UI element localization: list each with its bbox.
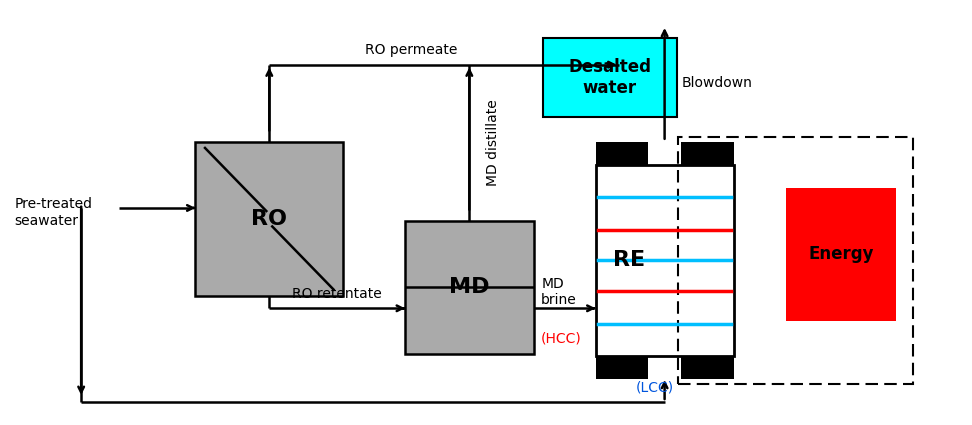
Bar [678,137,913,384]
Bar [195,142,343,296]
Bar [543,37,677,117]
Text: Desalted
water: Desalted water [569,58,651,96]
Text: RO: RO [252,209,288,229]
Text: RE: RE [612,250,644,270]
Text: Pre-treated
seawater: Pre-treated seawater [15,197,92,228]
Bar [596,356,648,379]
Bar [596,164,734,356]
Text: Blowdown: Blowdown [681,76,752,91]
Text: (LCC): (LCC) [636,380,675,394]
Bar [681,142,734,164]
Bar [681,356,734,379]
Text: (HCC): (HCC) [541,331,582,345]
Text: RO permeate: RO permeate [364,43,457,57]
Text: Energy: Energy [808,245,874,263]
Bar [786,187,895,321]
Text: MD
brine: MD brine [541,277,577,307]
Text: MD distillate: MD distillate [486,99,501,186]
Bar [596,142,648,164]
Text: RO retentate: RO retentate [293,287,382,301]
Bar [405,221,534,354]
Text: MD: MD [449,278,490,298]
